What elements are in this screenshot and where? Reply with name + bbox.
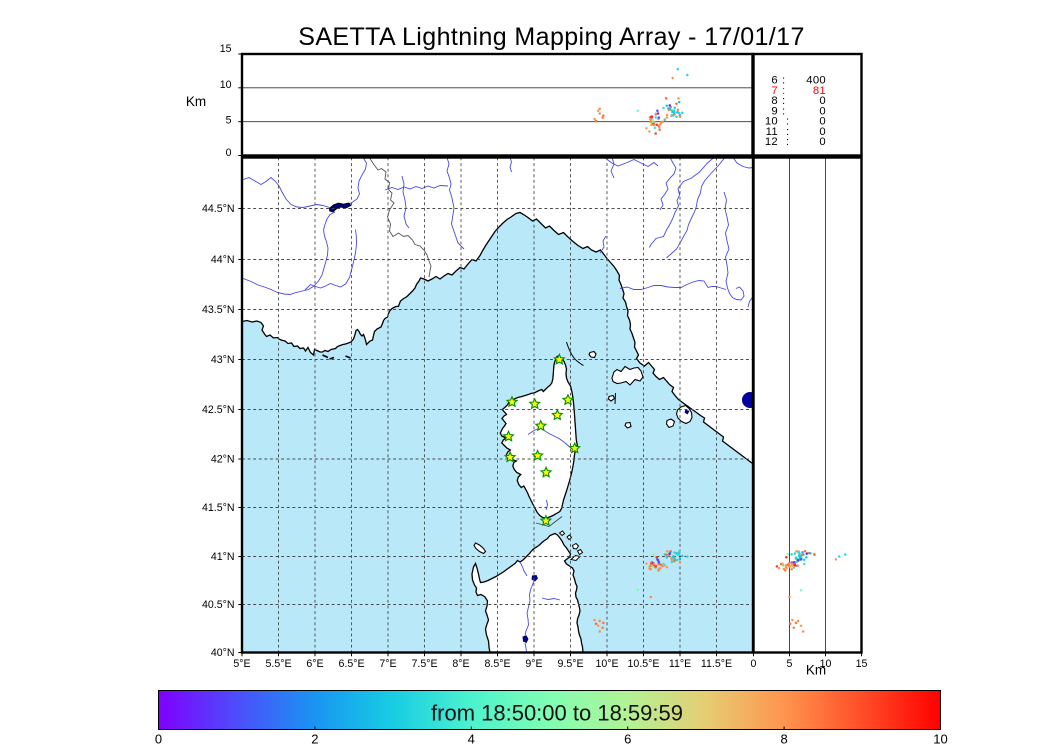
svg-text:10: 10	[820, 658, 832, 670]
svg-text:4: 4	[468, 732, 475, 747]
svg-text:44.5°N: 44.5°N	[202, 203, 235, 215]
svg-text:10: 10	[933, 732, 947, 747]
svg-text::: :	[782, 75, 785, 87]
svg-text:from 18:50:00 to 18:59:59: from 18:50:00 to 18:59:59	[431, 701, 683, 726]
svg-text:10: 10	[765, 116, 778, 128]
svg-text:8°E: 8°E	[452, 658, 469, 670]
svg-text:11°E: 11°E	[669, 658, 691, 670]
svg-text:6.5°E: 6.5°E	[338, 658, 364, 670]
svg-text:0: 0	[819, 95, 826, 107]
svg-text:10.5°E: 10.5°E	[628, 658, 660, 670]
svg-text:43.5°N: 43.5°N	[202, 304, 235, 316]
svg-text:10°E: 10°E	[595, 658, 618, 670]
svg-text:7.5°E: 7.5°E	[411, 658, 437, 670]
svg-text:9: 9	[771, 105, 778, 117]
svg-text:6°E: 6°E	[306, 658, 323, 670]
svg-text:0: 0	[226, 147, 232, 159]
svg-text:400: 400	[806, 75, 826, 87]
svg-text::: :	[782, 95, 785, 107]
svg-text:9.5°E: 9.5°E	[557, 658, 583, 670]
svg-text:15: 15	[856, 658, 868, 670]
svg-text:Km: Km	[806, 663, 826, 678]
svg-text:11: 11	[766, 126, 778, 138]
svg-text:8.5°E: 8.5°E	[484, 658, 510, 670]
svg-text:5: 5	[226, 115, 232, 127]
svg-text:5°E: 5°E	[233, 658, 250, 670]
svg-text:42°N: 42°N	[211, 454, 235, 466]
svg-text:40°N: 40°N	[211, 647, 235, 659]
svg-text:12: 12	[765, 136, 778, 148]
svg-text:81: 81	[813, 85, 826, 97]
svg-text:43°N: 43°N	[211, 354, 235, 366]
svg-text:SAETTA Lightning Mapping Array: SAETTA Lightning Mapping Array - 17/01/1…	[298, 23, 805, 51]
svg-text:5.5°E: 5.5°E	[265, 658, 291, 670]
svg-text:41.5°N: 41.5°N	[202, 502, 235, 514]
svg-text::: :	[782, 105, 785, 117]
svg-text:0: 0	[819, 105, 826, 117]
svg-text:42.5°N: 42.5°N	[202, 404, 235, 416]
svg-text:15: 15	[220, 43, 232, 55]
svg-text:0: 0	[751, 658, 757, 670]
svg-text:0: 0	[155, 732, 162, 747]
svg-text:0: 0	[819, 126, 826, 138]
svg-text:6: 6	[624, 732, 631, 747]
svg-text:2: 2	[311, 732, 318, 747]
svg-text:5: 5	[787, 658, 793, 670]
svg-text:8: 8	[771, 95, 778, 107]
svg-text::: :	[786, 126, 789, 138]
svg-text::: :	[786, 136, 789, 148]
svg-text:Km: Km	[186, 94, 206, 109]
svg-text:8: 8	[780, 732, 787, 747]
svg-text:41°N: 41°N	[211, 551, 235, 563]
svg-text::: :	[786, 116, 789, 128]
svg-text:6: 6	[771, 75, 778, 87]
svg-text:9°E: 9°E	[525, 658, 542, 670]
svg-text:10: 10	[220, 79, 232, 91]
svg-text:40.5°N: 40.5°N	[202, 599, 235, 611]
svg-text:11.5°E: 11.5°E	[701, 658, 732, 670]
svg-text:0: 0	[819, 116, 826, 128]
svg-text:7°E: 7°E	[379, 658, 396, 670]
svg-text:44°N: 44°N	[211, 254, 235, 266]
svg-text:7: 7	[771, 85, 778, 97]
svg-text:0: 0	[819, 136, 826, 148]
svg-text::: :	[782, 85, 785, 97]
